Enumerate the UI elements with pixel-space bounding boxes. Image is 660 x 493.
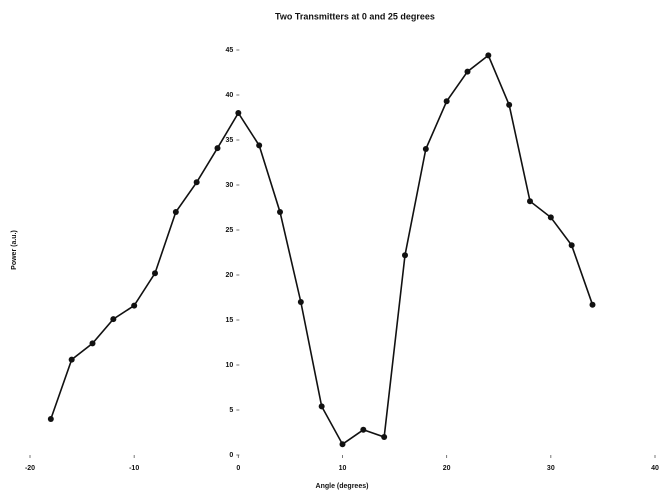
y-tick-label: 15 [226, 317, 234, 324]
data-point [68, 356, 75, 363]
y-tick-label: 45 [226, 47, 234, 54]
y-tick-label: 5 [229, 407, 233, 414]
x-axis-label: Angle (degrees) [316, 483, 369, 490]
data-point [402, 252, 408, 259]
y-tick-label: 0 [229, 452, 233, 459]
data-line [50, 54, 594, 446]
x-tick-label: -20 [25, 465, 35, 472]
data-point [172, 209, 179, 215]
data-point [47, 416, 54, 422]
data-point [464, 68, 471, 75]
data-point [277, 209, 283, 215]
data-point [547, 214, 554, 221]
data-point [568, 242, 575, 249]
data-point [360, 426, 367, 433]
data-point [381, 434, 388, 440]
x-tick-label: 30 [547, 465, 555, 472]
data-point [506, 101, 513, 108]
data-point [422, 146, 429, 152]
y-tick-label: 35 [226, 137, 234, 144]
data-point [297, 299, 304, 305]
data-point [131, 302, 138, 309]
data-point [89, 340, 96, 347]
data-point [485, 52, 492, 59]
y-tick-label: 25 [226, 227, 234, 234]
data-point [443, 98, 450, 105]
data-point [256, 142, 263, 149]
y-tick-label: 10 [226, 362, 234, 369]
data-point [339, 441, 346, 448]
data-point [110, 316, 117, 323]
y-axis-label: Power (a.u.) [11, 230, 18, 270]
data-point [527, 198, 533, 205]
x-tick-label: 20 [443, 465, 451, 472]
data-point [235, 110, 242, 116]
data-point [193, 179, 200, 186]
data-point [152, 270, 158, 277]
data-point [318, 403, 325, 410]
x-tick-label: 10 [339, 465, 347, 472]
data-point [589, 301, 596, 308]
data-point [214, 145, 221, 152]
x-tick-label: -10 [129, 465, 139, 472]
chart-title: Two Transmitters at 0 and 25 degrees [275, 11, 435, 21]
x-tick-label: 0 [236, 465, 240, 472]
x-tick-label: 40 [651, 465, 659, 472]
y-tick-label: 30 [226, 182, 234, 189]
y-tick-label: 20 [226, 272, 234, 279]
y-tick-label: 40 [226, 92, 234, 99]
